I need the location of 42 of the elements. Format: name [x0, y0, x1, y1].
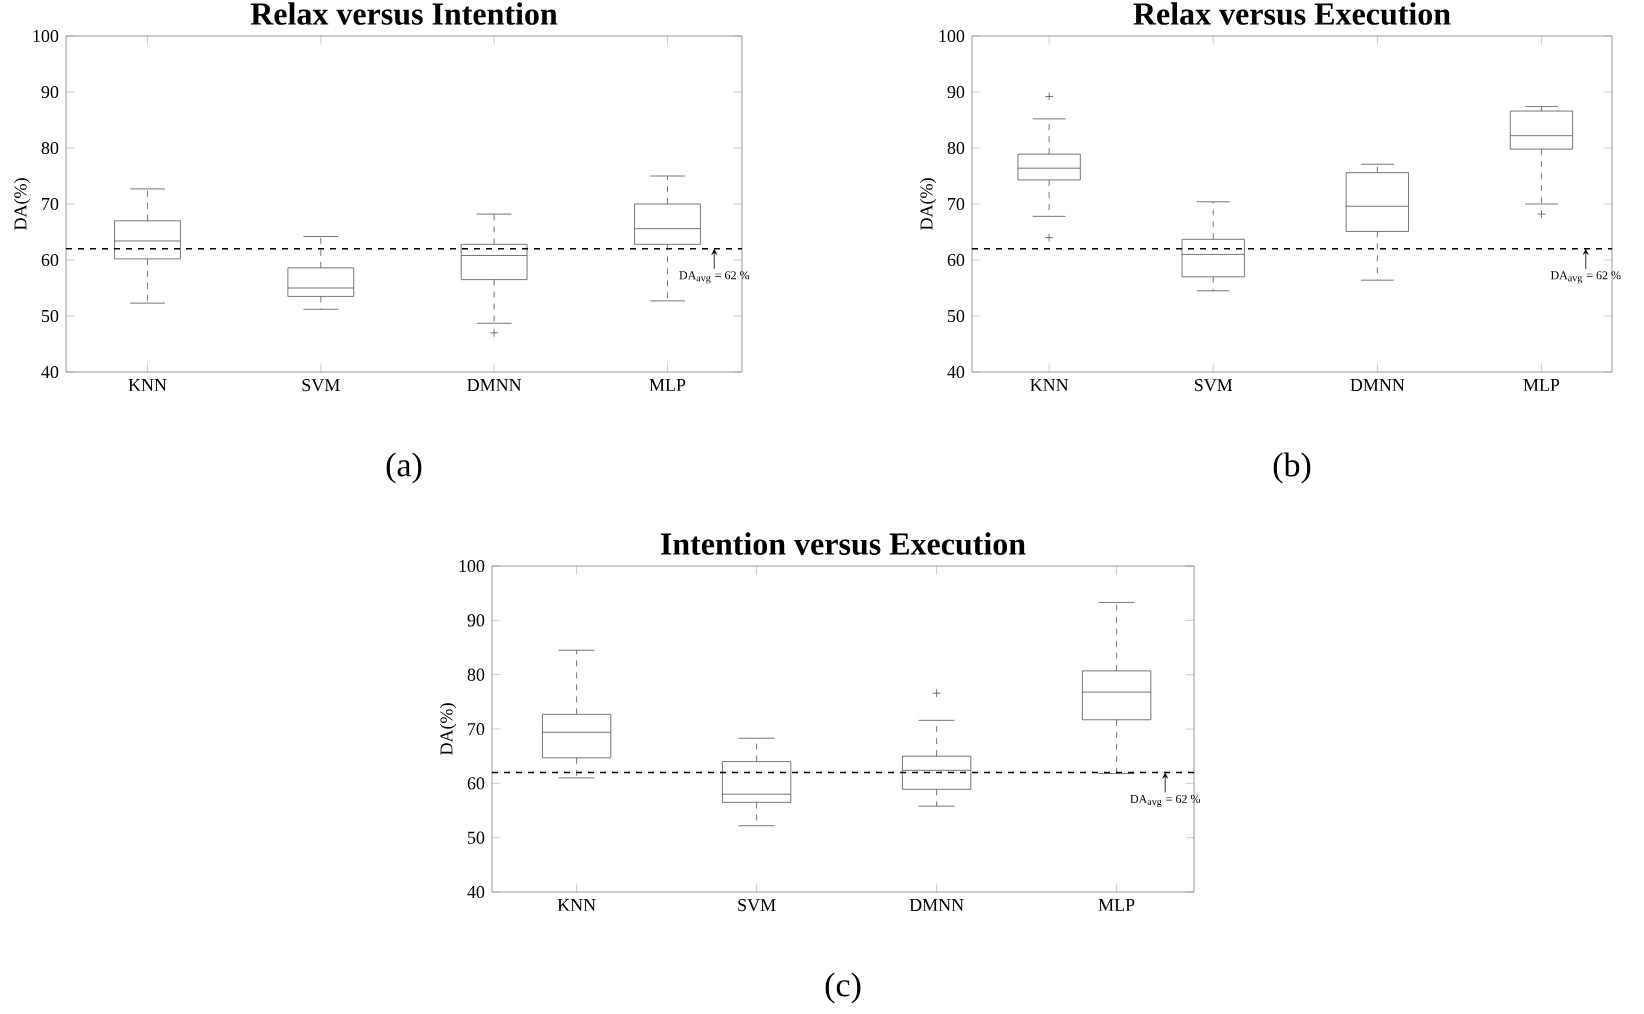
- y-tick-label: 70: [948, 197, 965, 211]
- x-tick-label: KNN: [557, 899, 596, 911]
- y-tick-label: 90: [467, 614, 485, 627]
- x-tick-label: KNN: [128, 379, 167, 391]
- x-tick-label: KNN: [1030, 379, 1069, 391]
- y-axis-title: DA(%): [919, 178, 937, 230]
- y-tick-label: 90: [947, 85, 965, 99]
- text: (b): [1273, 452, 1311, 484]
- text: (c): [825, 972, 861, 1004]
- chart-title: Intention versus Execution: [660, 532, 1026, 555]
- y-tick-label: 60: [467, 777, 485, 790]
- chart-title: Relax versus Intention: [250, 2, 558, 25]
- y-tick-label: 40: [41, 365, 59, 379]
- y-tick-label: 100: [939, 29, 965, 43]
- y-tick-label: 90: [41, 85, 59, 99]
- x-tick-label: MLP: [1523, 379, 1560, 391]
- x-tick-label: SVM: [738, 899, 776, 912]
- y-axis-title: DA(%): [13, 178, 31, 230]
- chart-title: Relax versus Execution: [1133, 2, 1451, 25]
- text: (a): [386, 452, 422, 484]
- x-tick-label: DMNN: [1350, 379, 1405, 391]
- y-tick-label: 50: [41, 309, 59, 323]
- x-tick-label: SVM: [302, 379, 340, 392]
- y-tick-label: 80: [467, 668, 485, 681]
- x-tick-label: DMNN: [909, 899, 964, 911]
- y-tick-label: 100: [33, 29, 59, 43]
- y-tick-label: 50: [467, 831, 485, 844]
- x-tick-label: MLP: [649, 379, 686, 391]
- y-tick-label: 40: [467, 885, 485, 899]
- x-tick-label: MLP: [1098, 899, 1135, 911]
- y-tick-label: 70: [42, 197, 59, 211]
- x-tick-label: DMNN: [467, 379, 522, 391]
- y-tick-label: 80: [947, 141, 965, 155]
- y-tick-label: 50: [947, 309, 965, 323]
- y-axis-title: DA(%): [439, 703, 457, 755]
- y-tick-label: 100: [459, 559, 485, 573]
- y-tick-label: 80: [41, 141, 59, 155]
- y-tick-label: 60: [947, 253, 965, 267]
- y-tick-label: 40: [947, 365, 965, 379]
- x-tick-label: SVM: [1194, 379, 1233, 392]
- y-tick-label: 70: [468, 722, 485, 736]
- y-tick-label: 60: [41, 253, 59, 267]
